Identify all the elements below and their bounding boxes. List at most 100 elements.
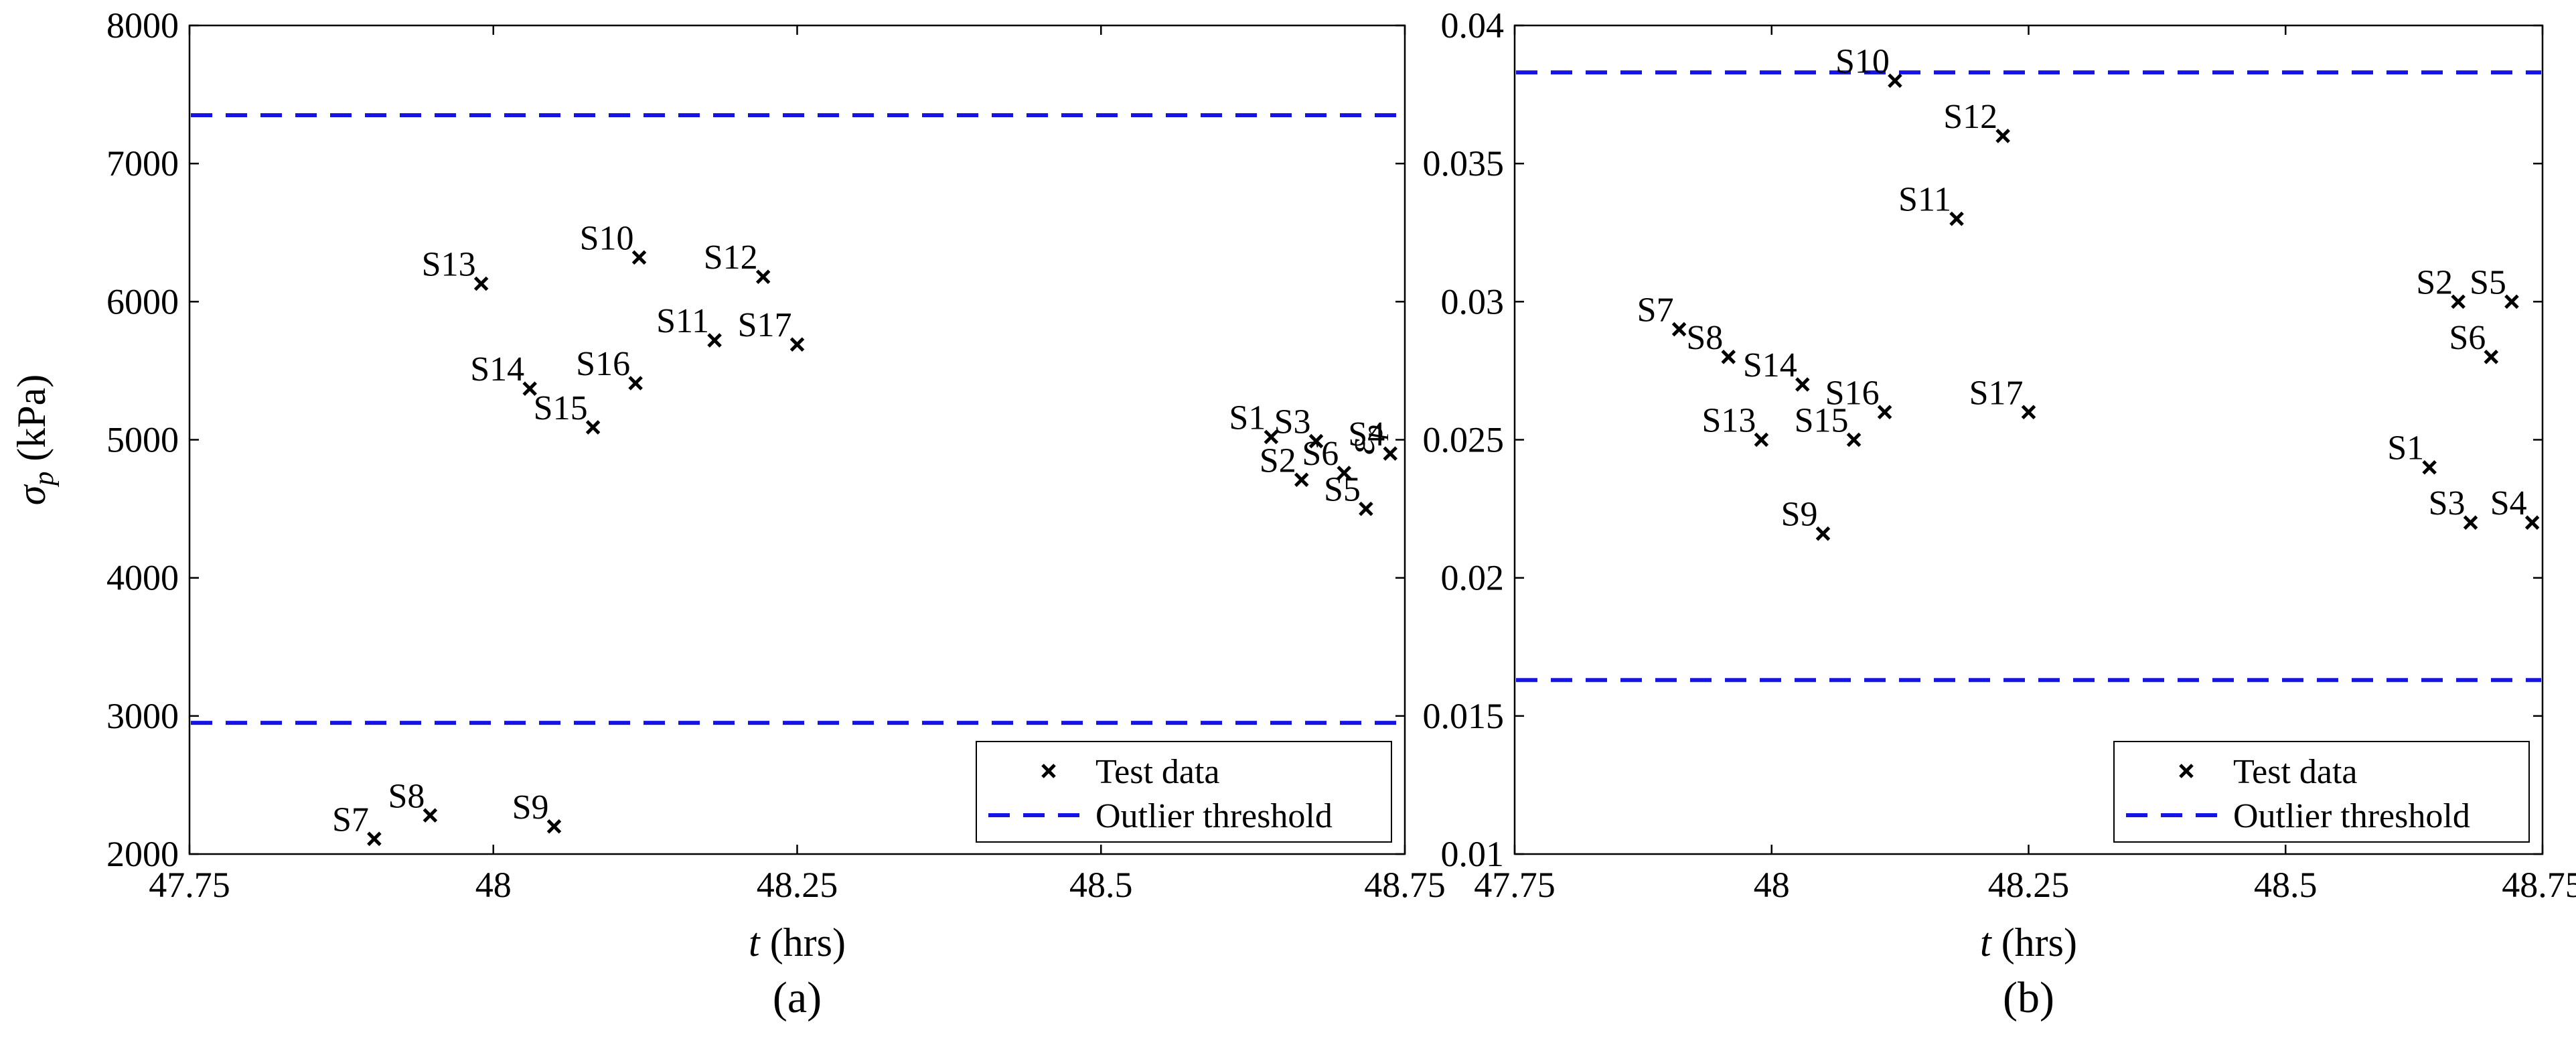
point-label-s1: S1 [2387, 429, 2424, 468]
point-label-s8: S8 [388, 777, 425, 815]
plot-area: 47.75 48 48.25 48.5 48.75 2000 3000 4000 5000 600… [106, 5, 1446, 905]
point-label-s15: S15 [534, 389, 588, 427]
point-label-s2: S2 [1260, 441, 1296, 480]
y-tick-label: 5000 [106, 420, 179, 460]
point-label-s8: S8 [1686, 319, 1723, 357]
data-point-s11 [707, 333, 722, 348]
y-axis-label: εp [1339, 425, 1389, 455]
x-tick-label: 47.75 [1474, 865, 1556, 905]
point-label-s3: S3 [1274, 403, 1311, 441]
data-point-s7 [1671, 322, 1687, 337]
x-axis-label: t (hrs) [749, 920, 846, 965]
point-label-s12: S12 [1943, 98, 1997, 136]
point-label-s14: S14 [1743, 346, 1797, 384]
point-label-s2: S2 [2416, 263, 2453, 301]
point-label-s4: S4 [2490, 484, 2527, 522]
legend-label-threshold: Outlier threshold [2233, 797, 2470, 835]
point-label-s13: S13 [422, 246, 476, 284]
data-point-s17 [789, 337, 805, 352]
point-label-s11: S11 [656, 302, 709, 340]
data-point-s5 [1359, 501, 1373, 516]
y-tick-label: 0.04 [1441, 5, 1505, 46]
legend-label-test-data: Test data [1095, 753, 1220, 791]
x-tick-label: 48 [1754, 865, 1790, 905]
legend-label-threshold: Outlier threshold [1095, 797, 1333, 835]
x-tick-label: 48.75 [2502, 865, 2576, 905]
x-tick-label: 48.5 [2254, 865, 2318, 905]
data-point-s1 [2422, 460, 2437, 475]
panel-b: 47.75 48 48.25 48.5 48.750.010.0150.020.0250… [1339, 5, 2576, 1022]
x-tick-label: 48 [475, 865, 512, 905]
data-point-s11 [1949, 211, 1964, 226]
data-point-s12 [755, 269, 771, 284]
y-tick-label: 0.01 [1441, 834, 1505, 874]
y-tick-label: 8000 [106, 5, 179, 46]
data-point-s2 [1294, 472, 1309, 488]
data-point-s16 [628, 376, 643, 391]
x-tick-label: 48.25 [1988, 865, 2070, 905]
data-point-s10 [1888, 73, 1902, 88]
data-point-s7 [367, 831, 382, 847]
y-tick-label: 3000 [106, 696, 179, 736]
data-point-s13 [1754, 432, 1769, 447]
point-label-s5: S5 [2470, 263, 2506, 301]
point-label-s7: S7 [332, 800, 369, 839]
x-tick-label: 48.75 [1364, 865, 1446, 905]
legend: Test data Outlier threshold [976, 741, 1392, 843]
data-point-s9 [1815, 526, 1831, 541]
legend-box [976, 741, 1392, 843]
data-point-s1 [1264, 429, 1279, 445]
data-point-s13 [473, 276, 489, 291]
x-tick-label: 48.25 [757, 865, 838, 905]
data-point-s3 [2463, 515, 2478, 530]
point-label-s16: S16 [576, 345, 630, 383]
legend-marker-test-data [2179, 764, 2194, 778]
data-point-s2 [2451, 294, 2466, 309]
point-label-s9: S9 [1781, 496, 1818, 534]
data-point-s12 [1995, 129, 2010, 143]
point-label-s16: S16 [1825, 374, 1880, 412]
point-label-s11: S11 [1898, 181, 1951, 219]
y-tick-label: 0.015 [1423, 696, 1505, 736]
point-label-s14: S14 [470, 350, 524, 389]
point-label-s1: S1 [1229, 399, 1266, 437]
point-label-s15: S15 [1795, 402, 1849, 440]
data-point-s3 [1308, 433, 1324, 449]
point-label-s9: S9 [512, 788, 549, 827]
panel-a: 47.75 48 48.25 48.5 48.75 2000 3000 4000 5000 600… [9, 5, 1446, 1022]
y-tick-label: 0.025 [1423, 420, 1505, 460]
y-tick-label: 6000 [106, 281, 179, 322]
data-point-s9 [546, 819, 562, 834]
legend: Test data Outlier threshold [2113, 741, 2530, 843]
data-point-s4 [1383, 446, 1397, 461]
y-tick-label: 0.03 [1441, 281, 1505, 322]
legend-marker-test-data [1041, 764, 1056, 778]
point-label-s6: S6 [2449, 319, 2486, 357]
panel-label: (a) [773, 973, 822, 1022]
data-point-s15 [585, 420, 601, 435]
x-tick-label: 48.5 [1069, 865, 1133, 905]
panel-label: (b) [2003, 973, 2054, 1022]
point-label-s13: S13 [1701, 402, 1756, 440]
point-label-s4: S4 [1348, 415, 1385, 453]
data-point-s8 [423, 808, 438, 823]
data-point-s6 [1337, 466, 1352, 480]
point-label-s7: S7 [1637, 291, 1674, 330]
y-tick-label: 7000 [106, 143, 179, 184]
point-label-s3: S3 [2429, 484, 2466, 522]
point-label-s6: S6 [1302, 435, 1339, 473]
axes-frame [188, 24, 1406, 855]
data-point-s5 [2504, 294, 2519, 309]
data-point-s14 [522, 381, 537, 396]
data-point-s16 [1877, 405, 1892, 420]
x-tick-label: 47.75 [149, 865, 230, 905]
data-point-s17 [2021, 405, 2036, 420]
x-axis-label: t (hrs) [1980, 920, 2077, 965]
data-point-s10 [631, 250, 647, 265]
legend-label-test-data: Test data [2233, 753, 2358, 791]
data-point-s4 [2524, 515, 2540, 530]
y-tick-label: 0.02 [1441, 558, 1505, 598]
